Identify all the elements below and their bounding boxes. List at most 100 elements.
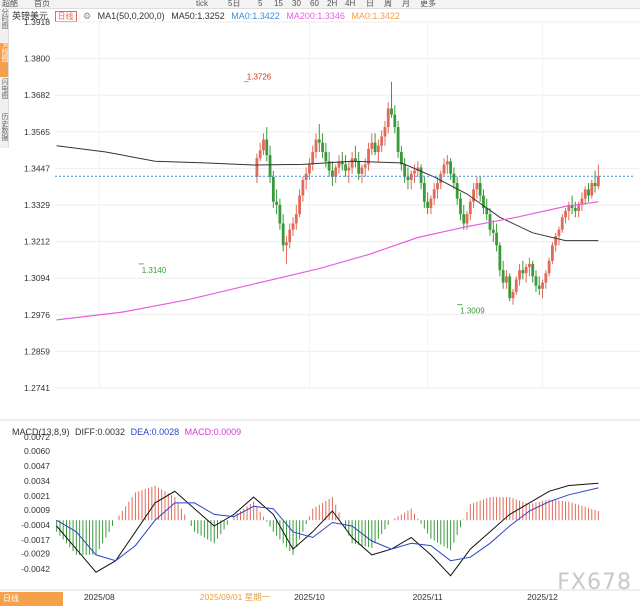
macd-y-tick-label: 0.0009 — [24, 505, 50, 515]
ma200-value: MA200:1.3346 — [286, 11, 345, 21]
ma0-value: MA0:1.3422 — [231, 11, 280, 21]
candle-body — [462, 214, 466, 224]
y-tick-label: 1.2741 — [24, 383, 50, 393]
price-annotation: 1.3726 — [247, 73, 272, 82]
candle-body — [501, 270, 505, 283]
dea-line — [56, 487, 599, 562]
candle-body — [331, 170, 334, 177]
candle-body — [541, 282, 544, 289]
macd-y-tick-label: -0.0042 — [21, 564, 50, 574]
candle-body — [449, 161, 453, 174]
candle-body — [413, 170, 416, 174]
candle-body — [255, 158, 259, 177]
candle-body — [298, 195, 301, 215]
x-tick-label: 2025/12 — [527, 592, 558, 602]
toolbar-item[interactable]: 首页 — [34, 0, 50, 8]
candle-body — [514, 279, 518, 292]
candle-body — [327, 161, 331, 171]
y-tick-label: 1.3329 — [24, 200, 50, 210]
candle-body — [376, 145, 380, 152]
candle-body — [544, 273, 548, 283]
macd-diff: DIFF:0.0032 — [75, 427, 126, 437]
x-tick-label: 2025/11 — [413, 592, 443, 602]
candle-body — [560, 217, 564, 230]
candle-body — [363, 164, 367, 168]
candle-body — [590, 183, 594, 196]
candle-body — [357, 161, 361, 174]
candle-body — [505, 276, 508, 283]
price-annotation: 1.3140 — [142, 266, 167, 275]
candle-body — [399, 151, 403, 165]
candle-body — [455, 183, 459, 199]
toolbar-item[interactable]: 30 — [292, 0, 301, 8]
candle-body — [275, 201, 279, 205]
candle-body — [452, 173, 456, 184]
macd-title: MACD(13,8,9) — [12, 427, 70, 437]
period-tab[interactable]: 日线 — [0, 592, 63, 606]
candle-body — [465, 214, 469, 224]
gear-icon[interactable]: ⚙ — [83, 11, 92, 21]
candle-body — [573, 207, 577, 212]
x-tick-label: 2025/10 — [294, 592, 325, 602]
candle-body — [580, 198, 584, 205]
toolbar-item[interactable]: 4H — [345, 0, 356, 8]
candle-body — [587, 189, 590, 196]
candle-body — [485, 207, 489, 215]
candle-body — [436, 183, 439, 190]
y-tick-label: 1.3212 — [24, 237, 50, 247]
toolbar-item[interactable]: 15 — [274, 0, 283, 8]
y-tick-label: 1.2976 — [24, 310, 50, 320]
sidebar-item[interactable]: 闪电图 — [1, 78, 8, 99]
candle-body — [550, 245, 554, 261]
y-tick-label: 1.3918 — [24, 17, 50, 27]
toolbar: 超酷 首页 tick 5日 5 15 30 60 2H 4H 日 周 月 更多 — [0, 0, 640, 9]
sidebar-item[interactable]: 分时图 — [1, 8, 8, 29]
candle-body — [557, 229, 561, 236]
candle-body — [311, 151, 315, 165]
candle-body — [403, 164, 407, 177]
candle-body — [340, 161, 344, 165]
candle-body — [334, 167, 338, 177]
candle-body — [390, 108, 393, 115]
toolbar-item[interactable]: 5 — [258, 0, 263, 8]
candle-body — [288, 229, 292, 243]
candle-body — [383, 127, 387, 137]
candle-body — [528, 263, 531, 268]
sidebar-item[interactable]: 历史数据 — [1, 113, 8, 141]
candle-body — [265, 139, 269, 156]
toolbar-item[interactable]: 2H — [327, 0, 338, 8]
candle-body — [393, 114, 397, 128]
toolbar-item[interactable]: 60 — [310, 0, 319, 8]
candle-body — [442, 164, 446, 174]
y-tick-label: 1.3800 — [24, 54, 50, 64]
y-tick-label: 1.3094 — [24, 273, 50, 283]
candle-body — [531, 263, 535, 277]
toolbar-item[interactable]: 超酷 — [2, 0, 18, 8]
macd-y-tick-label: 0.0021 — [24, 491, 50, 501]
candle-body — [468, 201, 472, 215]
candle-body — [406, 176, 410, 180]
candle-body — [314, 139, 318, 152]
candle-body — [537, 285, 541, 289]
macd-y-tick-label: -0.0029 — [21, 549, 50, 559]
sidebar-item[interactable]: K线图 — [0, 43, 8, 77]
ma-params: MA1(50,0,200,0) — [97, 11, 165, 21]
candle-body — [432, 189, 436, 199]
toolbar-item[interactable]: tick — [196, 0, 208, 8]
candle-body — [304, 173, 308, 180]
macd-y-tick-label: 0.0060 — [24, 446, 50, 456]
candle-body — [324, 151, 328, 162]
macd-y-tick-label: -0.0004 — [21, 520, 50, 530]
ma50-value: MA50:1.3252 — [171, 11, 225, 21]
toolbar-item[interactable]: 更多 — [420, 0, 436, 8]
period-badge[interactable]: 日线 — [54, 11, 77, 22]
crosshair-date: 2025/09/01 星期一 — [200, 592, 271, 602]
toolbar-item[interactable]: 月 — [402, 0, 410, 8]
toolbar-item[interactable]: 周 — [384, 0, 392, 8]
candle-body — [285, 242, 288, 246]
candle-body — [301, 179, 305, 196]
macd-dea: DEA:0.0028 — [130, 427, 180, 437]
toolbar-item[interactable]: 日 — [366, 0, 374, 8]
toolbar-item[interactable]: 5日 — [228, 0, 241, 8]
